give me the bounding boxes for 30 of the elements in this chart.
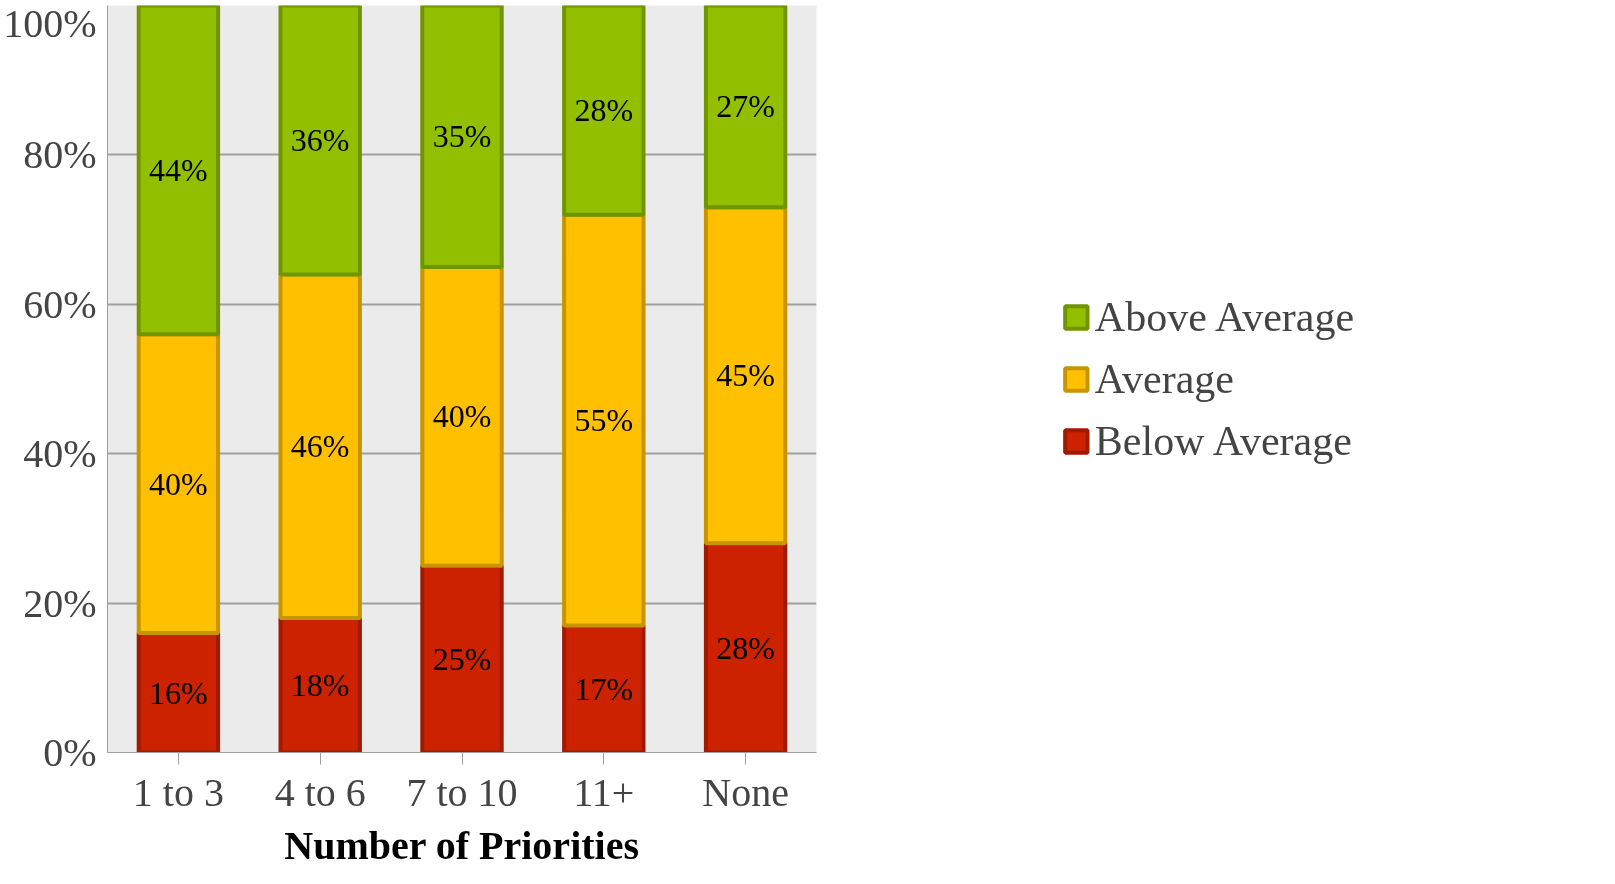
data-label: 17% xyxy=(574,671,634,708)
x-tick-label: 4 to 6 xyxy=(274,769,366,815)
data-label: 27% xyxy=(716,88,775,125)
data-label: 40% xyxy=(149,465,208,502)
legend-label: Below Average xyxy=(1094,416,1352,465)
data-label: 28% xyxy=(716,629,775,666)
data-label: 16% xyxy=(149,674,208,711)
data-label: 44% xyxy=(149,151,208,188)
x-tick-label: 11+ xyxy=(573,769,635,815)
data-label: 25% xyxy=(432,641,492,678)
data-label: 28% xyxy=(574,92,634,129)
data-label: 46% xyxy=(290,428,350,465)
data-label: 18% xyxy=(290,667,350,704)
data-label: 36% xyxy=(290,121,350,158)
y-tick-label: 20% xyxy=(23,580,97,626)
y-tick-label: 40% xyxy=(23,431,97,477)
x-tick-label: 7 to 10 xyxy=(406,769,518,815)
x-axis-title: Number of Priorities xyxy=(284,822,640,868)
data-label: 40% xyxy=(432,398,492,435)
legend-label: Average xyxy=(1094,354,1234,403)
data-label: 45% xyxy=(716,357,775,394)
x-tick-label: None xyxy=(702,769,789,815)
y-tick-label: 60% xyxy=(23,281,97,327)
x-tick-label: 1 to 3 xyxy=(132,769,224,815)
y-tick-label: 0% xyxy=(43,730,97,775)
data-label: 35% xyxy=(432,118,492,155)
y-tick-label: 80% xyxy=(23,132,97,178)
y-tick-label: 100% xyxy=(3,0,97,46)
data-label: 55% xyxy=(574,402,634,439)
legend-label: Above Average xyxy=(1094,292,1355,341)
